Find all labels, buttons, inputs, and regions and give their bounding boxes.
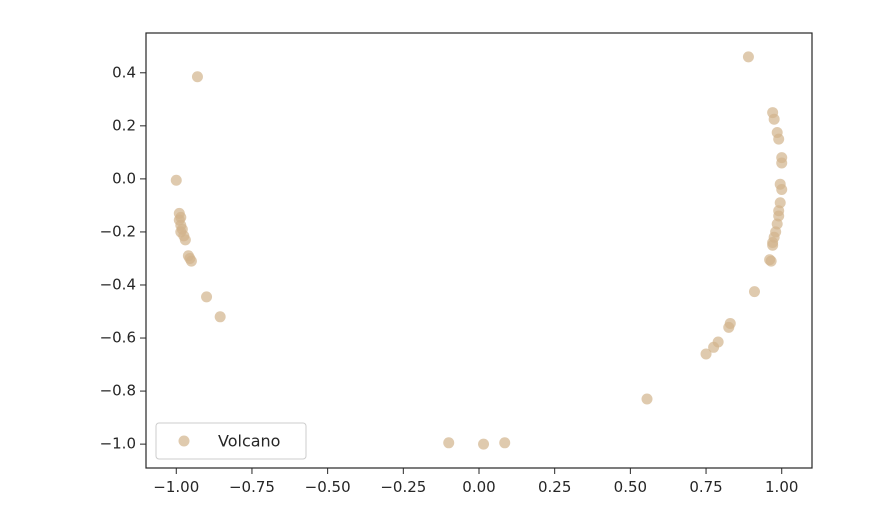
data-point (170, 174, 182, 186)
x-axis: −1.00 −0.75 −0.50 −0.25 0.00 0.25 0.50 0.75 1.00 (153, 468, 798, 496)
data-point (773, 133, 785, 145)
y-tick-label: −1.0 (100, 435, 136, 453)
x-tick-label: 0.25 (538, 478, 571, 496)
data-point (214, 311, 226, 323)
data-point (700, 348, 712, 360)
data-point (478, 438, 490, 450)
data-point (499, 437, 511, 449)
x-tick-label: 0.75 (689, 478, 722, 496)
data-point (768, 113, 780, 125)
data-point (641, 393, 653, 405)
y-tick-label: 0.0 (112, 169, 136, 187)
data-point (179, 234, 191, 246)
data-point (776, 157, 788, 169)
y-tick-label: 0.4 (112, 63, 136, 81)
data-point (742, 51, 754, 63)
data-point (767, 239, 779, 251)
x-tick-label: 0.00 (462, 478, 495, 496)
y-tick-label: −0.4 (100, 275, 136, 293)
y-tick-label: 0.2 (112, 116, 136, 134)
legend-box (155, 422, 307, 460)
y-tick-label: −0.6 (100, 329, 136, 347)
x-tick-label: −0.50 (305, 478, 351, 496)
data-point (776, 183, 788, 195)
data-point (708, 341, 720, 353)
data-point (185, 255, 197, 267)
y-axis: 0.4 0.2 0.0 −0.2 −0.4 −0.6 −0.8 −1.0 (100, 63, 146, 453)
x-tick-label: 0.50 (614, 478, 647, 496)
plot-area (146, 33, 812, 468)
y-tick-label: −0.8 (100, 382, 136, 400)
legend-marker (178, 435, 190, 447)
x-tick-label: −0.25 (380, 478, 426, 496)
data-point (748, 286, 760, 298)
x-tick-label: 1.00 (765, 478, 798, 496)
data-point (723, 321, 735, 333)
y-tick-label: −0.2 (100, 222, 136, 240)
points-layer (170, 51, 788, 450)
data-point (191, 71, 203, 83)
x-tick-label: −0.75 (229, 478, 275, 496)
legend: Volcano (155, 422, 307, 460)
data-point (443, 437, 455, 449)
data-point (765, 255, 777, 267)
data-point (201, 291, 213, 303)
legend-label: Volcano (218, 432, 280, 451)
x-tick-label: −1.00 (153, 478, 199, 496)
